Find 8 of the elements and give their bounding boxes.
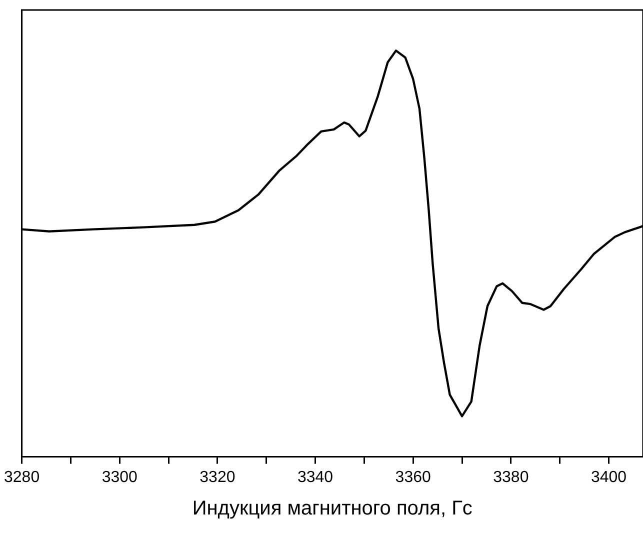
x-tick-label: 3300 [102, 468, 138, 486]
x-tick-label: 3400 [590, 468, 627, 486]
x-axis-title: Индукция магнитного поля, Гс [192, 498, 472, 520]
x-tick-label: 3360 [395, 468, 432, 486]
x-tick-label: 3280 [4, 468, 40, 486]
x-tick-label: 3340 [297, 468, 334, 486]
x-tick-label: 3320 [200, 468, 236, 486]
x-tick-label: 3380 [493, 468, 529, 486]
